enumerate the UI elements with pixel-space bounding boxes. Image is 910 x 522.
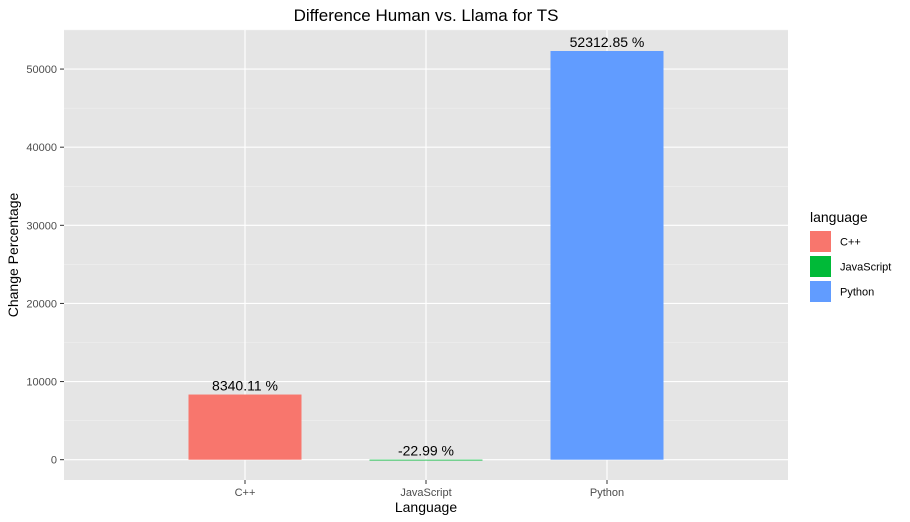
legend-swatch xyxy=(810,231,831,252)
data-label: -22.99 % xyxy=(398,443,454,459)
legend-swatch xyxy=(810,281,831,302)
y-tick-label: 10000 xyxy=(26,377,57,389)
bar-javascript xyxy=(369,459,483,461)
chart-title: Difference Human vs. Llama for TS xyxy=(294,6,559,25)
y-tick-label: 20000 xyxy=(26,298,57,310)
data-labels: 8340.11 % -22.99 % 52312.85 % xyxy=(212,34,644,459)
bar-c- xyxy=(188,394,302,460)
y-tick-label: 50000 xyxy=(26,64,57,76)
legend-label: JavaScript xyxy=(840,262,891,274)
data-label: 52312.85 % xyxy=(570,34,645,50)
y-axis-title: Change Percentage xyxy=(5,193,21,318)
x-axis-ticks: C++ JavaScript Python xyxy=(235,480,624,499)
legend-swatch xyxy=(810,256,831,277)
x-tick-label: Python xyxy=(590,487,624,499)
legend-label: Python xyxy=(840,287,874,299)
legend-title: language xyxy=(810,209,868,225)
y-axis-ticks: 0 10000 20000 30000 40000 50000 xyxy=(26,64,64,467)
legend: language C++ JavaScript Python xyxy=(810,209,891,302)
legend-label: C++ xyxy=(840,237,861,249)
y-tick-label: 40000 xyxy=(26,142,57,154)
x-tick-label: JavaScript xyxy=(400,487,451,499)
bar-python xyxy=(550,50,664,460)
x-axis-title: Language xyxy=(395,499,458,515)
data-label: 8340.11 % xyxy=(212,378,278,394)
y-tick-label: 0 xyxy=(51,455,57,467)
x-tick-label: C++ xyxy=(235,487,256,499)
bars xyxy=(188,50,664,461)
y-tick-label: 30000 xyxy=(26,220,57,232)
